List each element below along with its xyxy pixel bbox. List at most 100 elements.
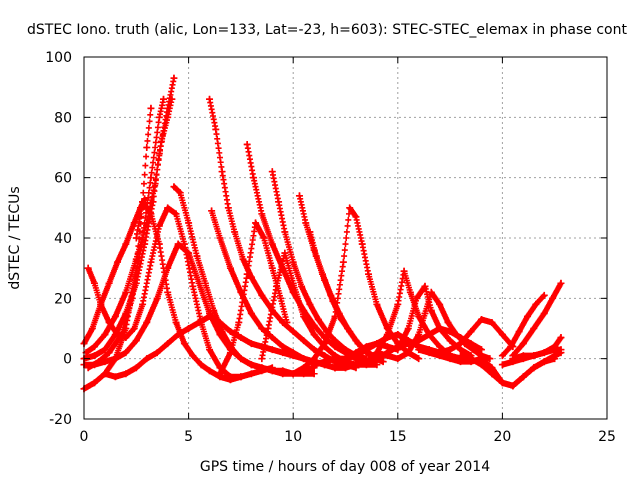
- data-point: [486, 355, 494, 363]
- data-point: [143, 355, 151, 363]
- data-point: [155, 113, 163, 121]
- data-point: [153, 294, 161, 302]
- data-point: [373, 300, 381, 308]
- data-point: [421, 309, 429, 317]
- data-point: [289, 370, 297, 378]
- data-point: [436, 300, 444, 308]
- y-tick-label: 0: [63, 352, 72, 368]
- data-point: [208, 207, 216, 215]
- data-point: [310, 346, 318, 354]
- data-point: [185, 249, 193, 257]
- data-point: [383, 352, 391, 360]
- data-point: [400, 267, 408, 275]
- data-point: [172, 318, 180, 326]
- data-point: [218, 168, 226, 176]
- data-point: [352, 361, 360, 369]
- data-point: [279, 367, 287, 375]
- data-point: [206, 95, 214, 103]
- data-point: [122, 349, 130, 357]
- data-point: [540, 291, 548, 299]
- ticks: 0 5 10 15 20 25 -20 0 20 40 60 80 100: [45, 50, 616, 445]
- data-point: [226, 349, 234, 357]
- data-point: [210, 306, 218, 314]
- data-point: [298, 282, 306, 290]
- data-point: [488, 318, 496, 326]
- data-point: [113, 331, 121, 339]
- data-point: [519, 352, 527, 360]
- series-track: [499, 292, 548, 359]
- data-point: [172, 210, 180, 218]
- data-point: [540, 358, 548, 366]
- data-point: [189, 352, 197, 360]
- data-point: [226, 264, 234, 272]
- data-point: [404, 337, 412, 345]
- data-point: [235, 318, 243, 326]
- data-point: [540, 309, 548, 317]
- data-point: [540, 349, 548, 357]
- data-point: [289, 258, 297, 266]
- data-point: [352, 213, 360, 221]
- data-point: [268, 346, 276, 354]
- data-point: [498, 361, 506, 369]
- data-point: [302, 219, 310, 227]
- data-point: [174, 240, 182, 248]
- data-point: [105, 349, 113, 357]
- data-point: [268, 367, 276, 375]
- data-point: [216, 370, 224, 378]
- data-point: [477, 346, 485, 354]
- data-point: [143, 219, 151, 227]
- data-point: [300, 364, 308, 372]
- data-point: [498, 352, 506, 360]
- data-point: [312, 252, 320, 260]
- data-point: [467, 328, 475, 336]
- data-point: [446, 337, 454, 345]
- data-point: [509, 355, 517, 363]
- data-point: [295, 192, 303, 200]
- data-point: [247, 273, 255, 281]
- data-point: [247, 361, 255, 369]
- data-point: [394, 300, 402, 308]
- data-point: [164, 113, 172, 121]
- data-point: [206, 367, 214, 375]
- data-point: [339, 258, 347, 266]
- data-point: [557, 279, 565, 287]
- data-point: [427, 306, 435, 314]
- data-point: [477, 361, 485, 369]
- data-point: [342, 355, 349, 363]
- data-point: [201, 279, 209, 287]
- data-point: [268, 334, 276, 342]
- data-point: [132, 234, 140, 242]
- data-point: [122, 240, 130, 248]
- x-tick-label: 10: [284, 429, 302, 445]
- data-point: [300, 370, 308, 378]
- data-point: [507, 343, 515, 351]
- y-tick-label: 100: [45, 50, 72, 66]
- data-point: [164, 204, 172, 212]
- data-point: [189, 282, 197, 290]
- data-point: [174, 331, 182, 339]
- data-point: [557, 334, 565, 342]
- data-point: [130, 325, 138, 332]
- data-point: [452, 331, 460, 339]
- chart-title: dSTEC Iono. truth (alic, Lon=133, Lat=-2…: [27, 22, 627, 38]
- data-point: [289, 279, 297, 287]
- data-point: [132, 337, 140, 345]
- data-point: [151, 180, 159, 188]
- data-point: [321, 352, 329, 360]
- data-point: [237, 373, 245, 381]
- data-point: [488, 370, 496, 378]
- data-point: [519, 340, 527, 348]
- data-point: [331, 364, 339, 372]
- data-point: [90, 352, 98, 360]
- data-point: [524, 312, 532, 320]
- data-point: [404, 349, 412, 357]
- data-point: [185, 219, 193, 227]
- data-point: [457, 358, 465, 366]
- y-tick-label: 40: [54, 231, 72, 247]
- data-point: [153, 349, 161, 357]
- data-point: [170, 183, 178, 191]
- data-point: [268, 240, 276, 248]
- data-point: [195, 279, 203, 287]
- data-point: [530, 364, 538, 372]
